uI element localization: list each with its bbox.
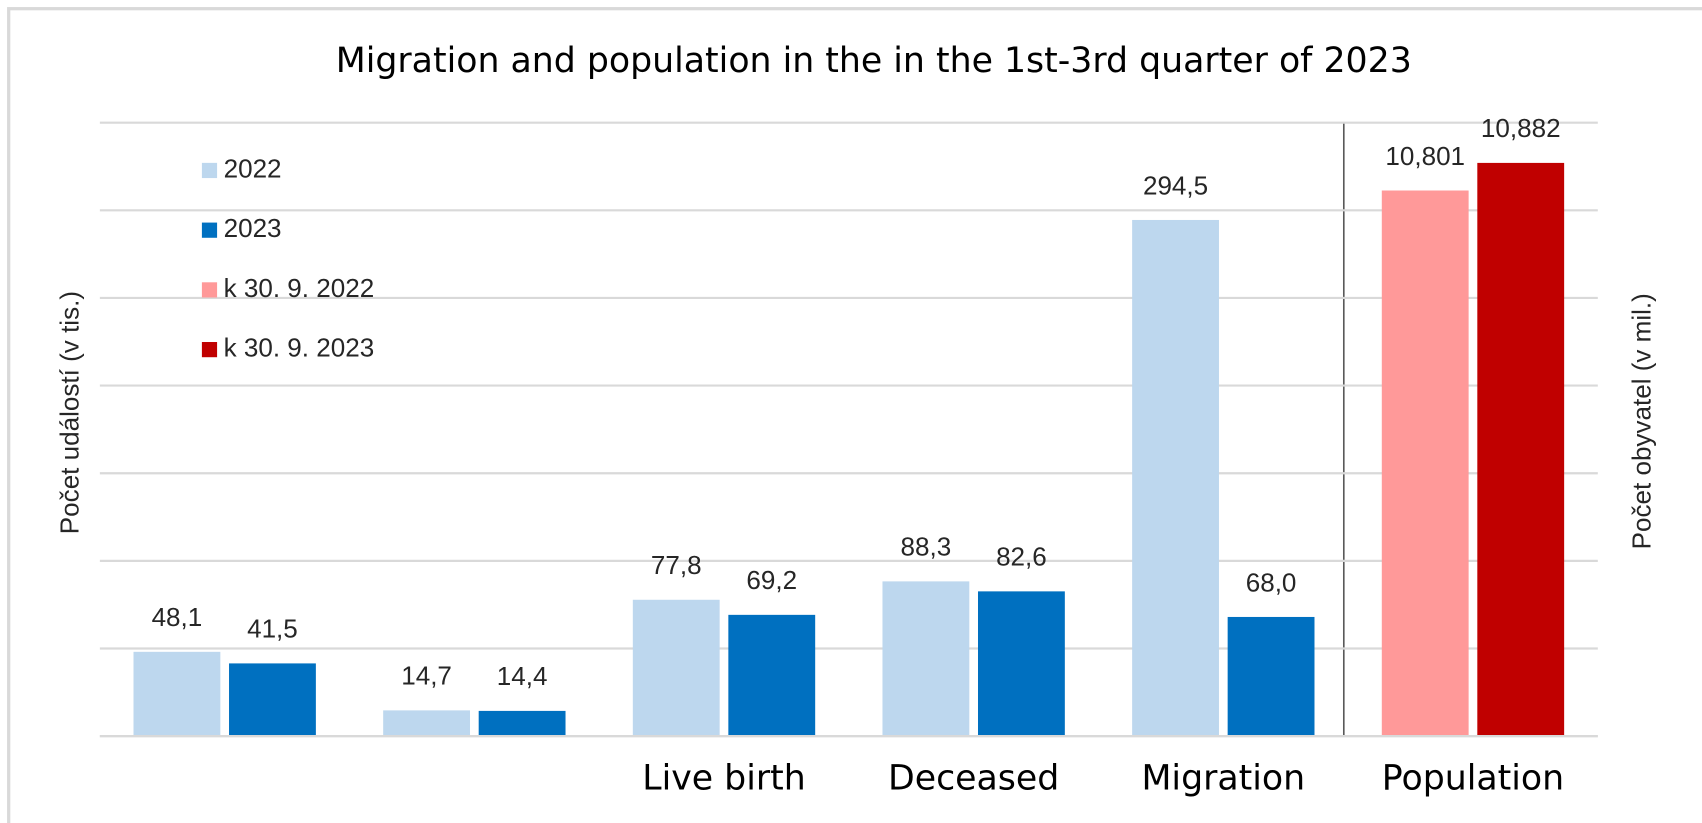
bar — [728, 614, 816, 737]
legend-label: 2022 — [224, 153, 282, 183]
legend-swatch — [201, 282, 218, 298]
bar — [133, 651, 221, 737]
legend-swatch — [201, 162, 218, 179]
bar — [1227, 616, 1315, 737]
legend-label: k 30. 9. 2023 — [224, 332, 375, 362]
bar — [632, 599, 720, 737]
chart-title: Migration and population in the in the 1… — [336, 41, 1412, 81]
data-label: 14,7 — [401, 661, 452, 691]
x-tick-label: Population — [1382, 759, 1564, 799]
data-label: 10,882 — [1481, 113, 1561, 143]
bar — [478, 710, 566, 737]
y-axis-label: Počet událostí (v tis.) — [55, 291, 85, 534]
bar — [229, 663, 316, 737]
data-label: 68,0 — [1246, 567, 1297, 597]
legend-swatch — [201, 342, 218, 358]
bar — [383, 710, 471, 737]
data-label: 48,1 — [152, 602, 203, 632]
legend-label: k 30. 9. 2022 — [224, 273, 375, 303]
data-label: 10,801 — [1385, 141, 1465, 171]
legend-swatch — [201, 222, 218, 238]
bar — [977, 591, 1065, 737]
bar — [882, 581, 970, 737]
bar — [1477, 162, 1565, 737]
data-label: 41,5 — [247, 614, 298, 644]
x-tick-label: Migration — [1141, 759, 1305, 799]
data-label: 77,8 — [651, 550, 702, 580]
x-tick-label: Deceased — [888, 759, 1059, 799]
data-label: 88,3 — [901, 532, 952, 562]
data-label: 294,5 — [1143, 170, 1208, 200]
data-label: 82,6 — [996, 542, 1047, 572]
bar — [1381, 190, 1469, 737]
bar — [1132, 219, 1219, 737]
chart-border — [7, 7, 1702, 823]
data-label: 69,2 — [746, 565, 797, 595]
x-tick-label: Live birth — [642, 759, 805, 799]
data-label: 14,4 — [497, 661, 548, 691]
y2-axis-label: Počet obyvatel (v mil.) — [1626, 293, 1656, 549]
legend-label: 2023 — [224, 213, 282, 243]
